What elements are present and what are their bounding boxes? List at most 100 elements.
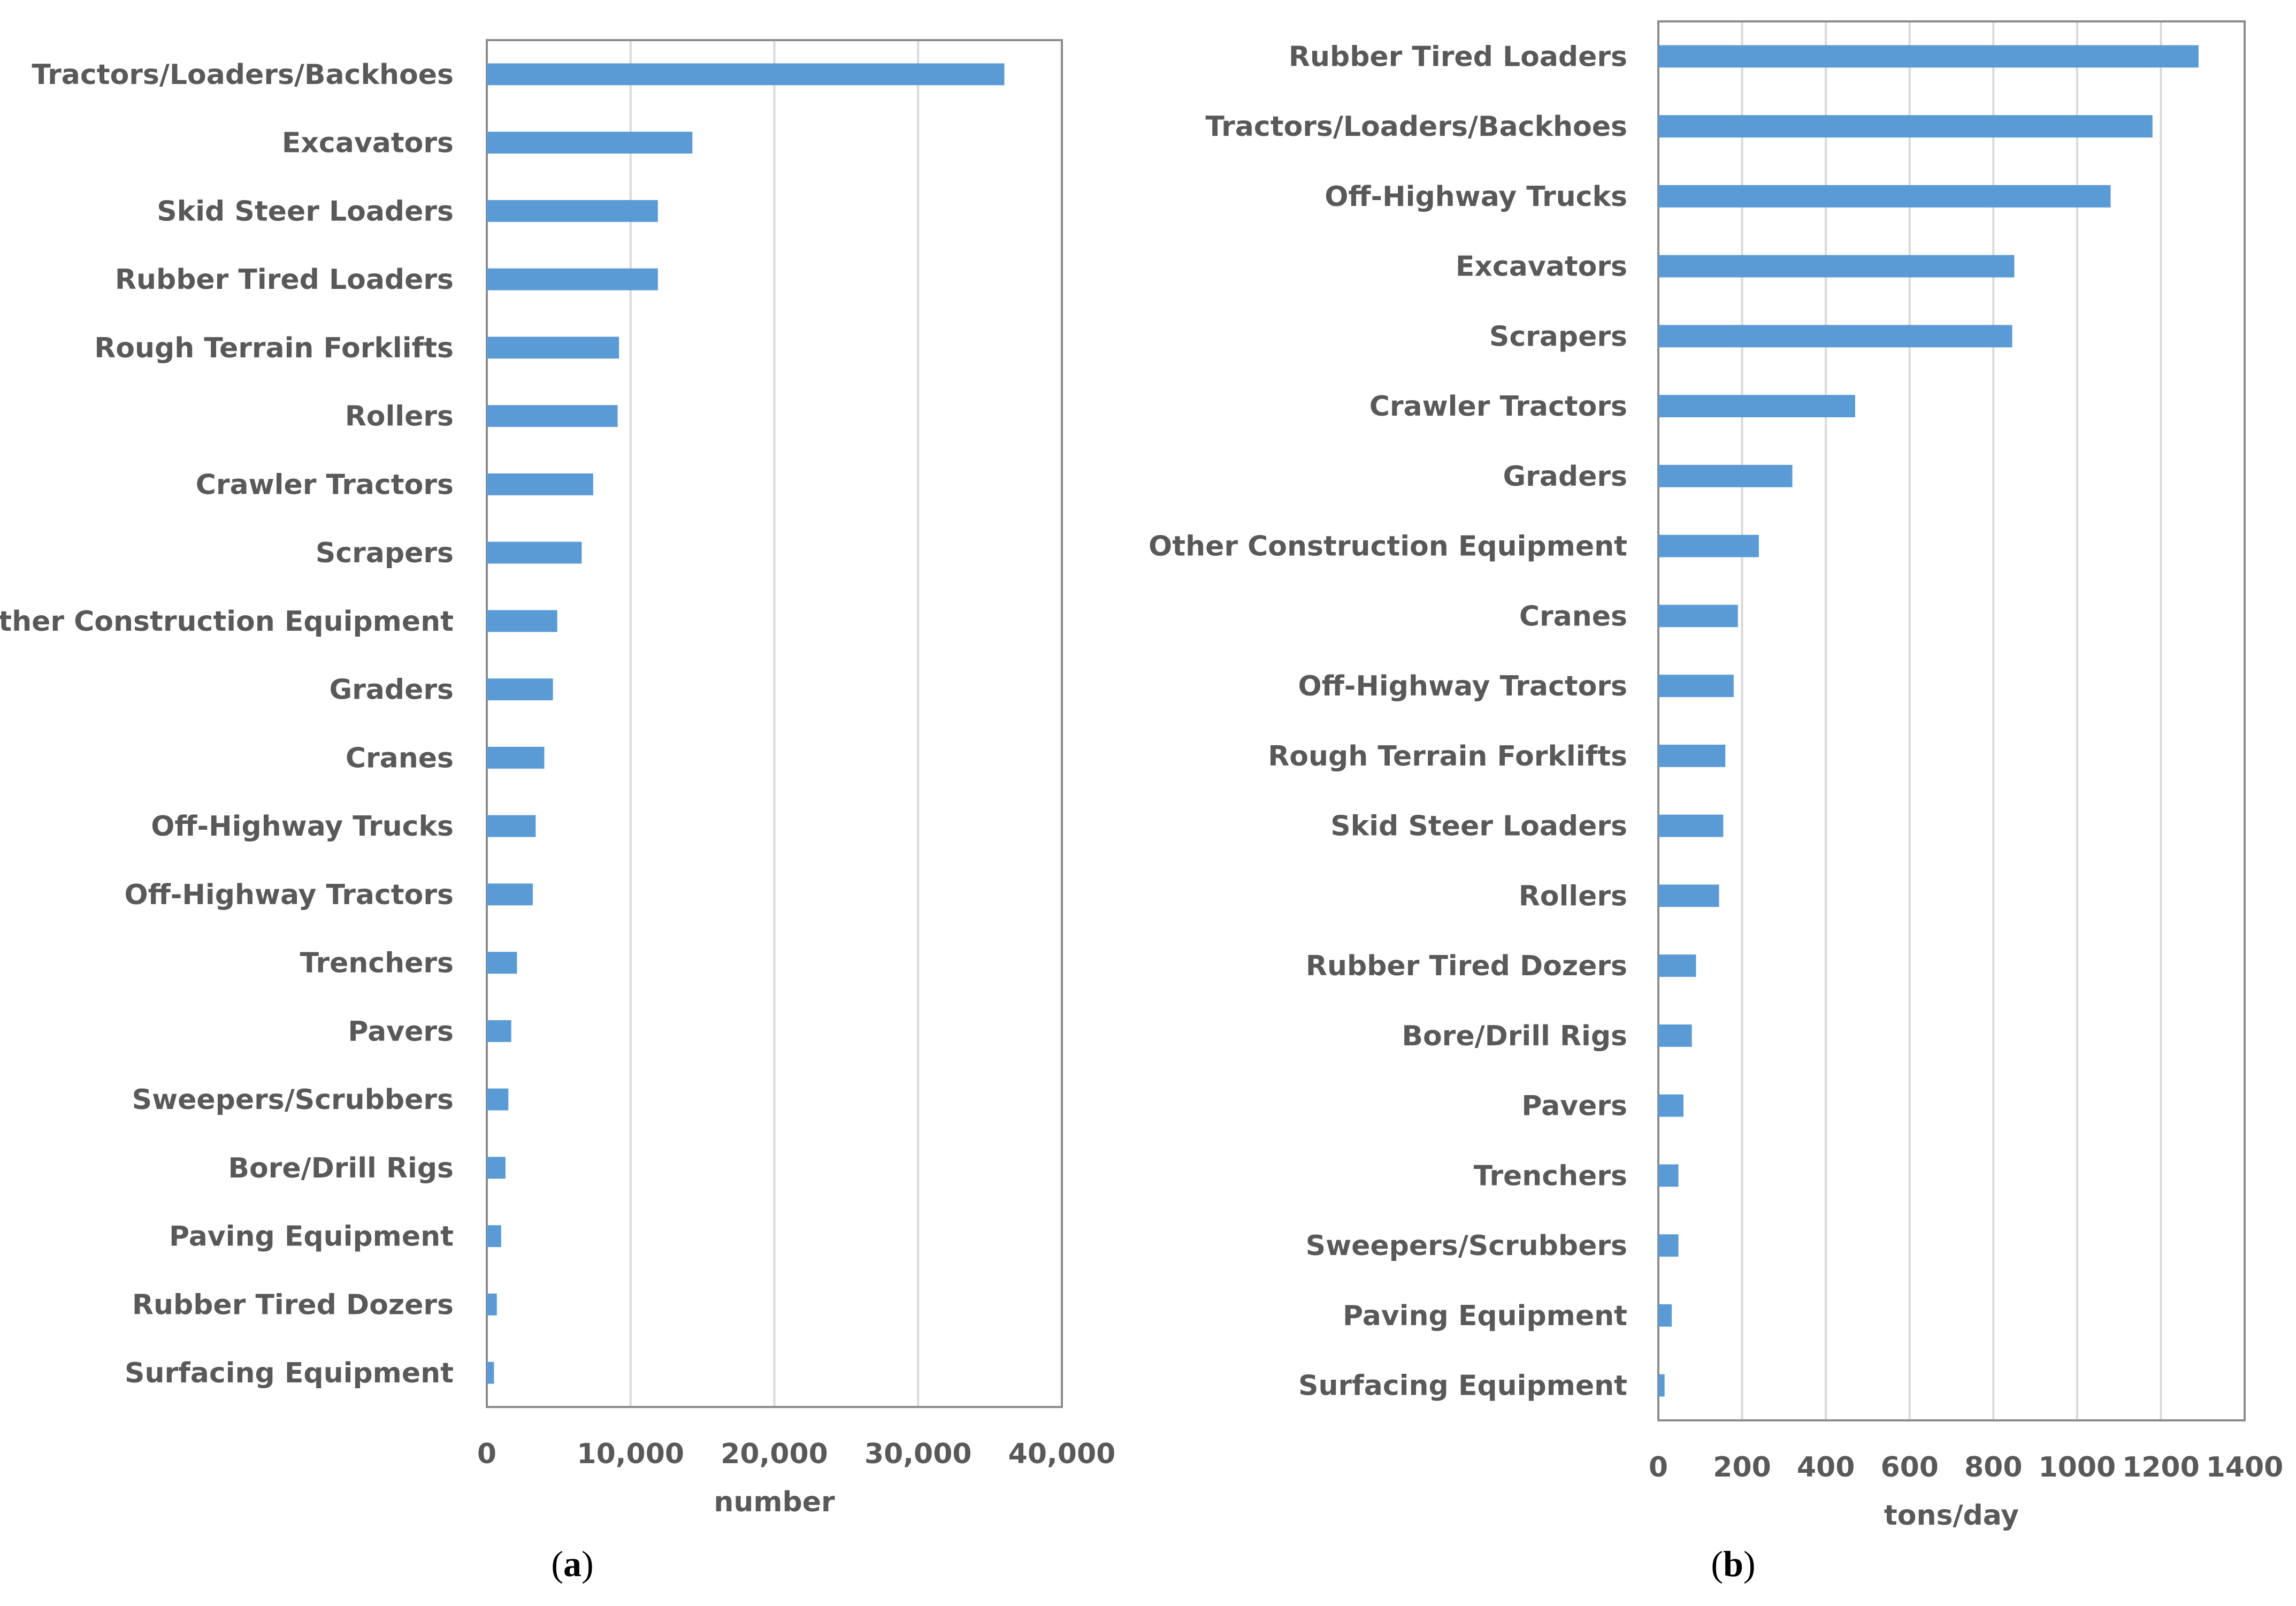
chart-a: Tractors/Loaders/Backhoes Excavators Skid …: [0, 39, 1115, 1518]
chart-a-bar: [487, 815, 536, 837]
chart-b-bar: [1658, 185, 2111, 208]
panel-label-b-letter: b: [1723, 1543, 1743, 1584]
chart-a-bar: [487, 1088, 509, 1111]
chart-b-category-label: Rubber Tired Loaders: [1289, 41, 1627, 73]
chart-a-bar: [487, 1225, 501, 1248]
chart-b-category-label: Crawler Tractors: [1369, 391, 1627, 423]
chart-a-bar: [487, 337, 619, 359]
chart-b-x-tick-label: 600: [1880, 1451, 1939, 1483]
chart-a-category-label: Tractors/Loaders/Backhoes: [32, 59, 454, 91]
chart-a-category-label: Bore/Drill Rigs: [228, 1152, 454, 1184]
chart-a-bar: [487, 541, 582, 564]
chart-b-bar: [1658, 954, 1696, 977]
chart-b-category-label: Graders: [1503, 461, 1627, 493]
chart-b-category-label: Rough Terrain Forklifts: [1268, 740, 1627, 773]
chart-a-plot-frame: [486, 39, 1063, 1408]
chart-b-category-label: Pavers: [1521, 1090, 1627, 1122]
chart-b-category-label: Paving Equipment: [1343, 1300, 1627, 1332]
chart-a-bar: [487, 746, 545, 769]
chart-a-bar: [487, 1020, 511, 1042]
chart-a-category-label: Trenchers: [300, 947, 454, 980]
chart-b-category-label: Sweepers/Scrubbers: [1306, 1230, 1627, 1262]
chart-b-plot-frame: [1657, 20, 2246, 1421]
chart-a-category-label: Pavers: [348, 1015, 454, 1047]
chart-b-x-tick-label: 1000: [2038, 1451, 2116, 1483]
chart-a-bar: [487, 952, 517, 974]
chart-a-bar: [487, 405, 618, 427]
chart-b-x-tick-label: 0: [1649, 1451, 1668, 1483]
chart-a-bar: [487, 200, 658, 222]
chart-a-bar: [487, 1157, 506, 1179]
chart-b-category-label: Scrapers: [1489, 320, 1627, 353]
chart-a-category-label: Rubber Tired Loaders: [115, 264, 454, 296]
chart-a-x-tick-label: 10,000: [577, 1438, 684, 1470]
chart-b-bar: [1658, 115, 2153, 138]
chart-a-category-label: Scrapers: [316, 537, 454, 569]
chart-b-category-label: Rubber Tired Dozers: [1306, 950, 1627, 982]
chart-a-category-label: Off-Highway Tractors: [124, 879, 454, 911]
chart-b-category-label: Surfacing Equipment: [1298, 1370, 1627, 1402]
chart-b-category-label: Off-Highway Trucks: [1325, 181, 1627, 213]
chart-a-bar: [487, 678, 553, 701]
chart-b-x-tick-label: 1400: [2206, 1451, 2284, 1483]
chart-a-bar: [487, 268, 658, 290]
chart-a-category-label: Excavators: [282, 127, 454, 159]
chart-b-bar: [1658, 884, 1719, 907]
chart-a-category-label: Skid Steer Loaders: [157, 195, 454, 227]
chart-b-bar: [1658, 464, 1793, 487]
chart-b-category-label: Off-Highway Tractors: [1298, 670, 1627, 702]
chart-b-bar: [1658, 395, 1855, 418]
chart-a-x-tick-label: 0: [477, 1438, 496, 1470]
chart-a-category-label: Rough Terrain Forklifts: [94, 332, 454, 364]
chart-a-category-label: Rollers: [345, 401, 454, 433]
chart-b-x-axis-title: tons/day: [1884, 1500, 2019, 1532]
chart-b-category-label: Skid Steer Loaders: [1330, 810, 1627, 843]
chart-a-x-tick-label: 20,000: [721, 1438, 828, 1470]
chart-b-bar: [1658, 605, 1738, 628]
chart-b-x-tick-label: 800: [1964, 1451, 2023, 1483]
chart-b-category-label: Bore/Drill Rigs: [1402, 1020, 1627, 1052]
chart-a-x-axis-title: number: [714, 1486, 835, 1518]
chart-a-bar: [487, 473, 593, 495]
chart-b-category-label: Rollers: [1519, 880, 1627, 912]
chart-b-category-label: Excavators: [1456, 251, 1627, 283]
chart-b-category-label: Tractors/Loaders/Backhoes: [1205, 111, 1627, 143]
chart-b-bar: [1658, 1374, 1665, 1397]
chart-b-bar: [1658, 1094, 1683, 1117]
chart-b-bar: [1658, 1304, 1672, 1327]
chart-b-x-tick-label: 1200: [2122, 1451, 2200, 1483]
chart-a-category-label: Cranes: [346, 742, 454, 774]
chart-a-category-label: Crawler Tractors: [196, 469, 454, 501]
chart-a-bar: [487, 1362, 494, 1384]
chart-a-bar: [487, 610, 557, 632]
chart-b-bar: [1658, 675, 1734, 698]
chart-b-bar: [1658, 1234, 1679, 1257]
chart-a-bar: [487, 132, 693, 154]
chart-b-bar: [1658, 1024, 1692, 1047]
chart-a-category-label: Graders: [329, 674, 454, 706]
chart-a-category-label: Off-Highway Trucks: [151, 810, 454, 843]
chart-a-category-label: Paving Equipment: [169, 1221, 454, 1253]
chart-a-category-label: Rubber Tired Dozers: [132, 1289, 454, 1321]
chart-b-bar: [1658, 325, 2012, 348]
chart-a-x-tick-label: 30,000: [864, 1438, 972, 1470]
panel-label-a: (a): [551, 1543, 593, 1584]
chart-b-category-label: Trenchers: [1474, 1160, 1627, 1192]
chart-b-x-tick-label: 400: [1797, 1451, 1855, 1483]
chart-b-x-tick-label: 200: [1713, 1451, 1771, 1483]
chart-b-bar: [1658, 255, 2015, 278]
panel-label-a-letter: a: [563, 1543, 581, 1584]
chart-b-bar: [1658, 744, 1726, 767]
chart-a-category-label: Surfacing Equipment: [125, 1357, 454, 1389]
chart-b-category-label: Other Construction Equipment: [1149, 531, 1627, 563]
chart-b-bar: [1658, 45, 2199, 68]
chart-b-bar: [1658, 534, 1759, 557]
chart-a-bar: [487, 883, 533, 906]
chart-a-bar: [487, 1293, 497, 1316]
chart-a-category-label: Sweepers/Scrubbers: [132, 1084, 454, 1116]
chart-b-bar: [1658, 814, 1724, 837]
chart-b: Rubber Tired Loaders Tractors/Loaders/Bac…: [1149, 20, 2284, 1532]
panel-label-b: (b): [1711, 1543, 1755, 1584]
chart-b-bar: [1658, 1164, 1679, 1187]
